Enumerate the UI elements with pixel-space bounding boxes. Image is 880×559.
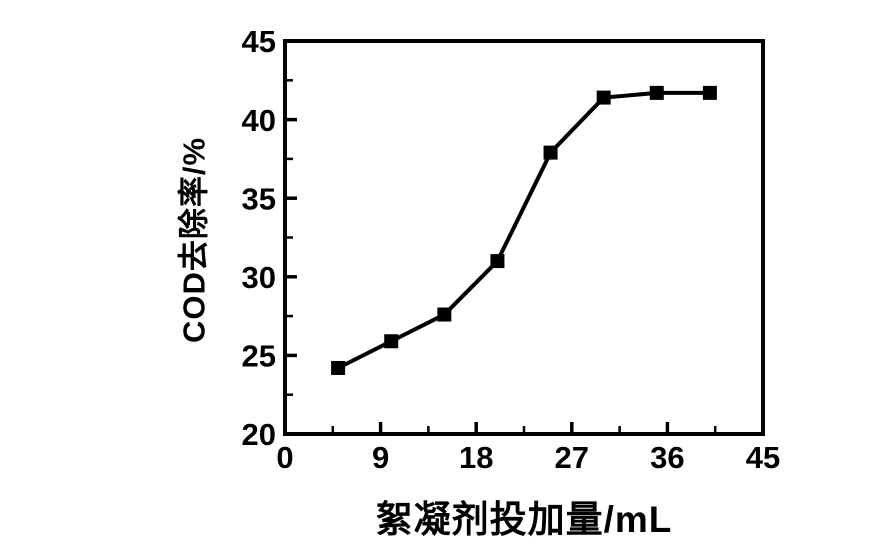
svg-text:18: 18	[459, 440, 493, 475]
plot-frame	[283, 39, 765, 436]
data-line	[336, 90, 712, 370]
svg-text:45: 45	[242, 24, 276, 59]
data-point-marker	[490, 254, 505, 269]
axis-ticks	[283, 39, 765, 436]
svg-text:40: 40	[242, 103, 276, 138]
svg-text:20: 20	[242, 417, 276, 452]
svg-text:9: 9	[372, 440, 389, 475]
x-axis-title: 絮凝剂投加量/mL	[375, 499, 673, 540]
svg-text:30: 30	[242, 260, 276, 295]
svg-text:45: 45	[746, 440, 780, 475]
data-point-marker	[702, 85, 717, 100]
tick-labels: 0 9 18 27 36 45 20 25 30 35 40 45	[242, 24, 781, 475]
svg-text:25: 25	[242, 339, 276, 374]
data-point-marker	[596, 90, 611, 105]
data-point-marker	[543, 145, 558, 160]
data-point-marker	[437, 307, 452, 322]
data-points	[331, 85, 717, 375]
data-point-marker	[384, 334, 399, 349]
data-point-marker	[331, 360, 346, 375]
svg-text:27: 27	[555, 440, 589, 475]
svg-text:35: 35	[242, 181, 276, 216]
svg-text:36: 36	[650, 440, 684, 475]
y-axis-title: COD去除率/%	[176, 136, 212, 344]
svg-text:0: 0	[276, 440, 293, 475]
data-point-marker	[649, 85, 664, 100]
